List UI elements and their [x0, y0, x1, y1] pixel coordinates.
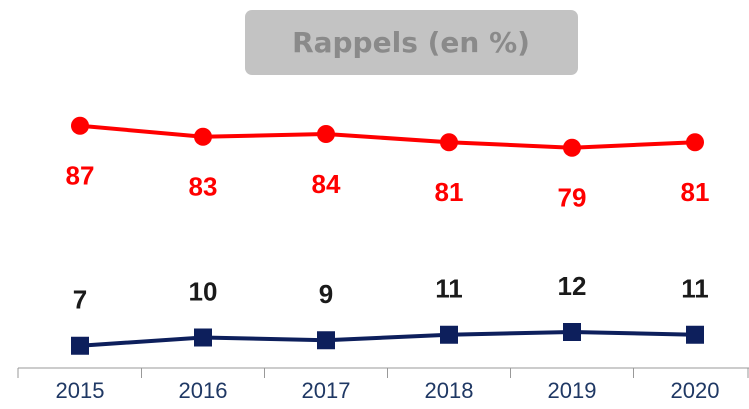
x-tick-label: 2015	[56, 378, 105, 403]
data-label: 11	[681, 274, 709, 304]
point	[71, 336, 89, 355]
chart-title: Rappels (en %)	[292, 26, 530, 59]
data-label: 81	[435, 177, 464, 207]
x-tick-label: 2017	[302, 378, 351, 403]
data-label: 87	[66, 161, 95, 191]
data-label: 81	[681, 177, 710, 207]
point	[440, 325, 458, 344]
point	[71, 116, 89, 135]
title-box	[245, 10, 578, 75]
point	[563, 323, 581, 341]
data-label: 83	[189, 172, 218, 202]
data-label: 12	[558, 271, 587, 301]
point	[563, 138, 581, 157]
data-label: 84	[312, 169, 341, 199]
x-tick-label: 2018	[425, 378, 474, 403]
point	[194, 127, 212, 146]
point	[686, 325, 704, 344]
x-tick-label: 2019	[548, 378, 597, 403]
data-label: 9	[319, 279, 333, 309]
point	[194, 328, 212, 347]
data-label: 79	[558, 183, 587, 213]
data-label: 10	[189, 276, 218, 306]
x-tick-label: 2020	[671, 378, 720, 403]
point	[686, 133, 704, 152]
x-tick-label: 2016	[179, 378, 228, 403]
point	[317, 125, 335, 143]
data-label: 11	[435, 274, 463, 304]
series-line	[79, 329, 696, 348]
data-label: 7	[73, 285, 87, 315]
series-line	[79, 123, 696, 150]
point	[317, 331, 335, 350]
point	[440, 133, 458, 152]
